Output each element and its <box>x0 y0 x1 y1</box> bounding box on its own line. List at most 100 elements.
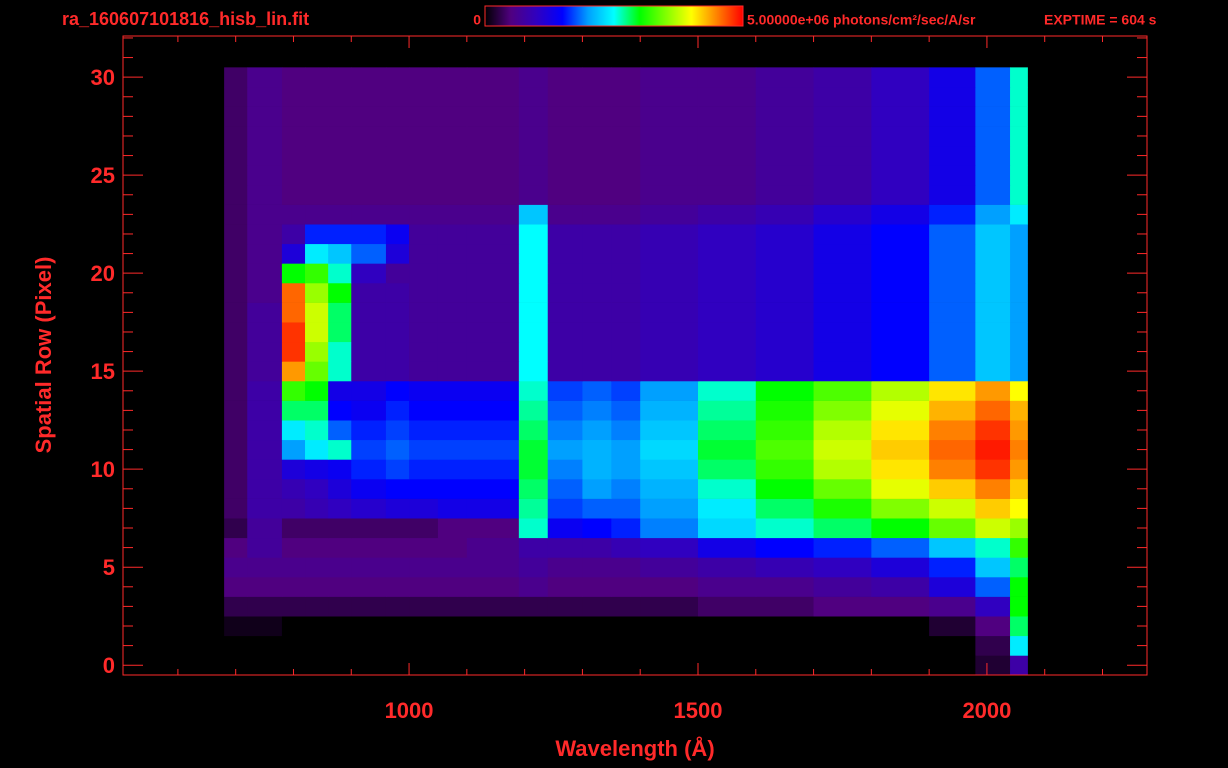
heat-cell <box>611 361 641 382</box>
heat-cell <box>1010 616 1028 637</box>
heat-cell <box>385 596 410 617</box>
heat-cell <box>611 655 641 676</box>
heat-cell <box>281 518 306 539</box>
heat-cell <box>813 204 872 225</box>
heat-cell <box>281 596 306 617</box>
heat-cell <box>437 282 468 303</box>
heat-cell <box>437 263 468 284</box>
heat-cell <box>437 439 468 460</box>
heat-cell <box>975 184 1011 205</box>
heat-cell <box>547 537 583 558</box>
heat-cell <box>1010 439 1028 460</box>
heat-cell <box>224 478 248 499</box>
heat-cell <box>813 557 872 578</box>
heat-cell <box>975 380 1011 401</box>
heat-cell <box>697 263 757 284</box>
heat-cell <box>1010 380 1028 401</box>
heat-cell <box>409 537 439 558</box>
heat-cell <box>871 478 930 499</box>
heat-cell <box>247 322 283 343</box>
heat-cell <box>697 302 757 323</box>
heat-cell <box>281 380 306 401</box>
heat-cell <box>466 204 520 225</box>
heat-cell <box>755 361 815 382</box>
heat-cell <box>697 439 757 460</box>
heat-cell <box>929 635 976 656</box>
heat-cell <box>975 243 1011 264</box>
heat-cell <box>975 204 1011 225</box>
heat-cell <box>518 322 549 343</box>
heat-cell <box>437 616 468 637</box>
heat-cell <box>518 263 549 284</box>
heat-cell <box>466 439 520 460</box>
heat-cell <box>813 439 872 460</box>
heat-cell <box>281 243 306 264</box>
heat-cell <box>640 165 699 186</box>
heat-cell <box>281 184 306 205</box>
heat-cell <box>871 537 930 558</box>
heat-cell <box>224 341 248 362</box>
heat-cell <box>813 400 872 421</box>
heat-cell <box>697 126 757 147</box>
heat-cell <box>813 243 872 264</box>
heat-cell <box>611 165 641 186</box>
heat-cell <box>518 165 549 186</box>
heat-cell <box>755 400 815 421</box>
heat-cell <box>518 224 549 245</box>
heat-cell <box>813 576 872 597</box>
chart-title: ra_160607101816_hisb_lin.fit <box>62 9 309 29</box>
heat-cell <box>409 165 439 186</box>
heat-cell <box>409 655 439 676</box>
heat-cell <box>305 655 329 676</box>
heat-cell <box>466 380 520 401</box>
heat-cell <box>305 341 329 362</box>
heat-cell <box>224 616 248 637</box>
heat-cell <box>281 400 306 421</box>
heat-cell <box>755 478 815 499</box>
heat-cell <box>328 282 352 303</box>
heat-cell <box>224 361 248 382</box>
heat-cell <box>611 184 641 205</box>
heat-cell <box>385 224 410 245</box>
heat-cell <box>281 145 306 166</box>
heat-cell <box>385 263 410 284</box>
heat-cell <box>1010 126 1028 147</box>
heat-cell <box>611 322 641 343</box>
heat-cell <box>755 145 815 166</box>
heat-cell <box>409 106 439 127</box>
heat-cell <box>929 576 976 597</box>
heat-cell <box>281 341 306 362</box>
heat-cell <box>755 106 815 127</box>
heat-cell <box>929 86 976 107</box>
heat-cell <box>975 537 1011 558</box>
heat-cell <box>975 165 1011 186</box>
heat-cell <box>247 341 283 362</box>
heat-cell <box>640 459 699 480</box>
heat-cell <box>640 557 699 578</box>
heat-cell <box>437 204 468 225</box>
heat-cell <box>224 243 248 264</box>
heat-cell <box>247 243 283 264</box>
heat-cell <box>547 145 583 166</box>
heat-cell <box>385 498 410 519</box>
heat-cell <box>328 126 352 147</box>
heat-cell <box>224 145 248 166</box>
heat-cell <box>582 302 612 323</box>
heat-cell <box>518 518 549 539</box>
heat-cell <box>437 400 468 421</box>
heat-cell <box>975 67 1011 88</box>
heat-cell <box>697 361 757 382</box>
heat-cell <box>437 86 468 107</box>
heat-cell <box>547 439 583 460</box>
heat-cell <box>224 439 248 460</box>
heat-cell <box>224 86 248 107</box>
heat-cell <box>929 145 976 166</box>
heat-cell <box>518 557 549 578</box>
heat-cell <box>975 420 1011 441</box>
heat-cell <box>281 459 306 480</box>
heat-cell <box>697 224 757 245</box>
heat-cell <box>611 380 641 401</box>
heat-cell <box>281 322 306 343</box>
heat-cell <box>582 478 612 499</box>
